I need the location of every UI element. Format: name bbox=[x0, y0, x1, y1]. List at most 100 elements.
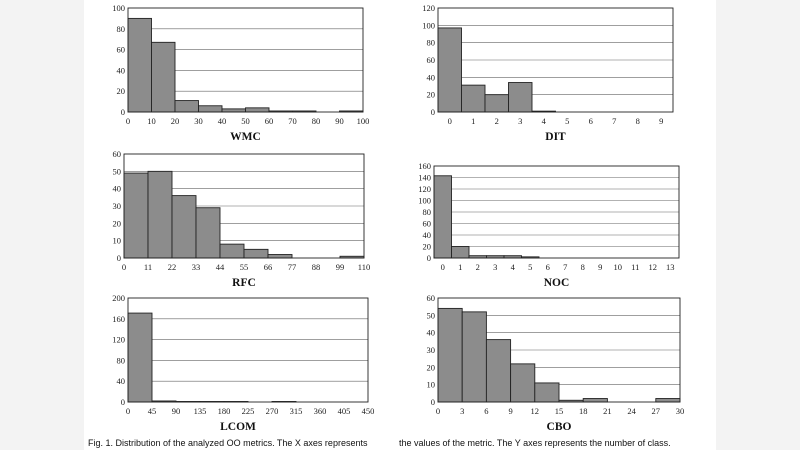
lcom-x-tick-label: 270 bbox=[266, 406, 279, 416]
rfc-x-tick-label: 77 bbox=[288, 262, 297, 272]
cbo-bar bbox=[655, 398, 681, 403]
lcom-x-tick-label: 135 bbox=[194, 406, 207, 416]
dit-y-tick-label: 40 bbox=[427, 72, 436, 82]
noc-bar bbox=[451, 246, 470, 259]
wmc-plot-frame bbox=[127, 7, 364, 113]
noc-x-tick-label: 7 bbox=[563, 262, 567, 272]
noc-y-tick-label: 140 bbox=[418, 173, 431, 183]
rfc-bar bbox=[219, 243, 245, 259]
cbo-y-tick-label: 20 bbox=[427, 362, 436, 372]
rfc-bar bbox=[243, 248, 269, 259]
cbo-histogram: 0 10 20 30 40 50 60 0 3 6 9 12 15 18 21 24 27 30 CBO bbox=[427, 293, 685, 433]
dit-plot-frame bbox=[437, 7, 674, 113]
rfc-x-tick-label: 0 bbox=[122, 262, 126, 272]
noc-x-tick-label: 9 bbox=[598, 262, 602, 272]
rfc-y-tick-label: 50 bbox=[113, 166, 122, 176]
wmc-y-tick-label: 100 bbox=[112, 3, 125, 13]
lcom-x-tick-label: 225 bbox=[242, 406, 255, 416]
wmc-x-tick-label: 100 bbox=[357, 116, 370, 126]
rfc-y-tick-label: 40 bbox=[113, 184, 122, 194]
lcom-x-tick-label: 315 bbox=[290, 406, 303, 416]
wmc-y-tick-label: 0 bbox=[121, 107, 125, 117]
wmc-bar bbox=[151, 41, 176, 113]
cbo-x-tick-label: 15 bbox=[555, 406, 564, 416]
rfc-x-tick-label: 55 bbox=[240, 262, 249, 272]
cbo-y-tick-label: 0 bbox=[431, 397, 435, 407]
dit-x-tick-label: 9 bbox=[659, 116, 663, 126]
noc-x-tick-label: 12 bbox=[649, 262, 658, 272]
wmc-x-tick-label: 20 bbox=[171, 116, 180, 126]
noc-y-tick-label: 40 bbox=[423, 230, 432, 240]
wmc-y-tick-label: 80 bbox=[117, 24, 126, 34]
rfc-y-tick-label: 10 bbox=[113, 236, 122, 246]
wmc-axis-label: WMC bbox=[230, 131, 261, 143]
cbo-x-tick-label: 24 bbox=[627, 406, 636, 416]
wmc-bar bbox=[174, 100, 199, 113]
cbo-x-tick-label: 27 bbox=[652, 406, 661, 416]
cbo-y-tick-label: 50 bbox=[427, 310, 436, 320]
dit-y-tick-label: 100 bbox=[422, 20, 435, 30]
rfc-bar bbox=[123, 172, 149, 259]
dit-x-tick-label: 1 bbox=[471, 116, 475, 126]
dit-y-tick-label: 80 bbox=[427, 38, 436, 48]
lcom-x-tick-label: 90 bbox=[172, 406, 181, 416]
rfc-x-tick-label: 44 bbox=[216, 262, 225, 272]
lcom-x-tick-label: 180 bbox=[218, 406, 231, 416]
cbo-x-tick-label: 18 bbox=[579, 406, 588, 416]
dit-x-tick-label: 5 bbox=[565, 116, 569, 126]
cbo-y-tick-label: 60 bbox=[427, 293, 436, 303]
dit-x-tick-label: 4 bbox=[542, 116, 547, 126]
noc-x-tick-label: 2 bbox=[476, 262, 480, 272]
wmc-x-tick-label: 90 bbox=[335, 116, 344, 126]
noc-x-tick-label: 11 bbox=[631, 262, 639, 272]
wmc-x-tick-label: 10 bbox=[147, 116, 156, 126]
cbo-x-tick-label: 9 bbox=[508, 406, 512, 416]
dit-x-tick-label: 3 bbox=[518, 116, 522, 126]
wmc-bar bbox=[127, 17, 152, 113]
rfc-histogram: 0 10 20 30 40 50 60 0 11 22 33 44 55 66 77 88 99 110 RFC bbox=[113, 149, 371, 289]
wmc-bar bbox=[221, 108, 246, 113]
lcom-y-tick-label: 120 bbox=[112, 335, 125, 345]
wmc-x-tick-label: 80 bbox=[312, 116, 321, 126]
noc-x-tick-label: 13 bbox=[666, 262, 675, 272]
dit-x-tick-label: 8 bbox=[636, 116, 640, 126]
noc-y-tick-label: 100 bbox=[418, 196, 431, 206]
noc-plot-frame bbox=[433, 165, 680, 259]
cbo-x-tick-label: 0 bbox=[436, 406, 440, 416]
wmc-x-tick-label: 30 bbox=[194, 116, 203, 126]
noc-y-tick-label: 20 bbox=[423, 242, 432, 252]
cbo-y-tick-label: 10 bbox=[427, 380, 436, 390]
cbo-bar bbox=[534, 382, 560, 403]
rfc-x-tick-label: 33 bbox=[192, 262, 201, 272]
rfc-x-tick-label: 110 bbox=[358, 262, 370, 272]
dit-x-tick-label: 7 bbox=[612, 116, 616, 126]
cbo-y-tick-label: 30 bbox=[427, 345, 436, 355]
cbo-bar bbox=[510, 363, 536, 403]
dit-x-tick-label: 0 bbox=[448, 116, 452, 126]
cbo-bar bbox=[485, 339, 512, 403]
noc-x-tick-label: 8 bbox=[581, 262, 585, 272]
rfc-x-tick-label: 11 bbox=[144, 262, 152, 272]
figure-caption-right: the values of the metric. The Y axes rep… bbox=[399, 438, 671, 448]
dit-y-tick-label: 0 bbox=[431, 107, 435, 117]
rfc-x-tick-label: 66 bbox=[264, 262, 273, 272]
wmc-x-tick-label: 0 bbox=[126, 116, 130, 126]
wmc-bar bbox=[245, 107, 270, 113]
lcom-plot-frame bbox=[127, 297, 369, 403]
rfc-y-tick-label: 30 bbox=[113, 201, 122, 211]
rfc-bar bbox=[195, 207, 221, 259]
lcom-y-tick-label: 200 bbox=[112, 293, 125, 303]
dit-y-tick-label: 60 bbox=[427, 55, 436, 65]
wmc-y-tick-label: 20 bbox=[117, 86, 126, 96]
dit-x-tick-label: 6 bbox=[589, 116, 593, 126]
dit-bar bbox=[484, 94, 509, 113]
noc-y-tick-label: 120 bbox=[418, 184, 431, 194]
dit-bar bbox=[508, 82, 533, 113]
lcom-bar bbox=[127, 312, 153, 403]
cbo-plot-frame bbox=[437, 297, 681, 403]
cbo-x-tick-label: 3 bbox=[460, 406, 464, 416]
cbo-bar bbox=[582, 398, 608, 403]
noc-bar bbox=[433, 175, 452, 259]
dit-histogram: 0 20 40 60 80 100 120 0 1 2 3 4 5 6 7 8 9 DIT bbox=[422, 3, 674, 143]
